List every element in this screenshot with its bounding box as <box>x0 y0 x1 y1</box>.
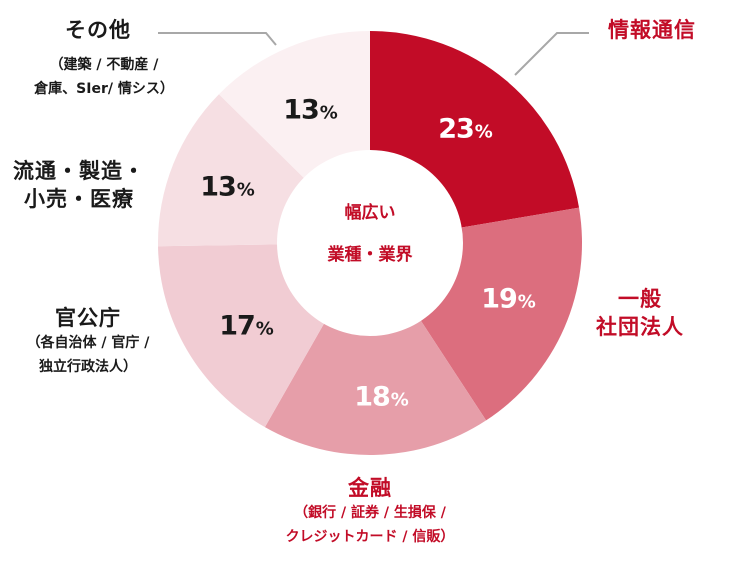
category-detail-line2: 倉庫、SIer/ 情シス） <box>34 80 174 97</box>
category-title-line1: 流通・製造・ <box>13 159 145 183</box>
category-label-other: その他 <box>40 16 156 44</box>
pct-number: 19 <box>481 283 518 315</box>
pct-number: 18 <box>354 381 391 413</box>
pct-label-finance: 18% <box>354 381 409 413</box>
category-label-finance: 金融 （銀行 / 証券 / 生損保 / クレジットカード / 信販） <box>270 474 470 550</box>
category-detail-line1: （銀行 / 証券 / 生損保 / <box>294 505 446 522</box>
leader-line-info <box>514 32 589 76</box>
pct-label-retail: 13% <box>200 171 255 203</box>
donut-hole <box>277 150 463 336</box>
pct-symbol: % <box>319 102 338 124</box>
category-title-line2: 社団法人 <box>596 315 684 340</box>
pct-symbol: % <box>517 291 536 313</box>
pct-label-assoc: 19% <box>481 283 536 315</box>
category-detail-line1: （各自治体 / 官庁 / <box>26 335 150 352</box>
category-sublabel-other: （建築 / 不動産 / 倉庫、SIer/ 情シス） <box>4 54 204 102</box>
pct-symbol: % <box>390 389 409 411</box>
pct-symbol: % <box>255 318 274 340</box>
category-detail-line2: クレジットカード / 信販） <box>285 529 455 546</box>
pct-number: 13 <box>283 94 320 126</box>
donut-center-label: 幅広い 業種・業界 <box>277 192 463 276</box>
category-title: 官公庁 <box>55 306 121 330</box>
pct-symbol: % <box>474 121 493 143</box>
center-line-2: 業種・業界 <box>327 245 413 265</box>
category-label-info: 情報通信 <box>592 16 712 44</box>
category-detail-line2: 独立行政法人） <box>39 359 137 376</box>
category-title-line1: 一般 <box>618 287 662 311</box>
pct-symbol: % <box>236 179 255 201</box>
category-title: 情報通信 <box>608 18 696 42</box>
category-title-line2: 小売・医療 <box>24 187 134 212</box>
category-title: 金融 <box>348 476 392 500</box>
pct-label-other: 13% <box>283 94 338 126</box>
pct-label-info: 23% <box>438 113 493 145</box>
leader-line-other <box>158 32 277 46</box>
pct-number: 17 <box>219 310 256 342</box>
pct-number: 13 <box>200 171 237 203</box>
category-label-assoc: 一般 社団法人 <box>585 285 695 342</box>
center-line-1: 幅広い <box>344 203 396 223</box>
pct-number: 23 <box>438 113 475 145</box>
category-label-retail: 流通・製造・ 小売・医療 <box>4 157 154 214</box>
category-label-gov: 官公庁 （各自治体 / 官庁 / 独立行政法人） <box>6 304 170 380</box>
pct-label-gov: 17% <box>219 310 274 342</box>
category-detail-line1: （建築 / 不動産 / <box>49 57 159 73</box>
donut-slice <box>264 243 487 456</box>
category-title: その他 <box>65 18 131 42</box>
